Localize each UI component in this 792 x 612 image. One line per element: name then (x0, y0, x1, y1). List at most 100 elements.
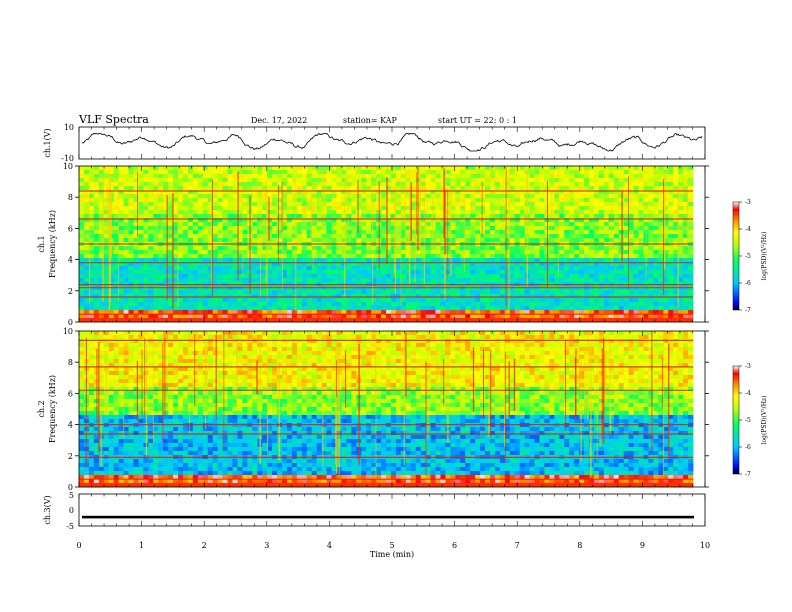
spectrogram-cell (628, 226, 634, 231)
spectrogram-cell (544, 166, 550, 171)
spectrogram-cell (658, 250, 664, 255)
spectrogram-cell (678, 186, 684, 191)
spectrogram-cell (227, 238, 233, 243)
spectrogram-cell (440, 202, 446, 207)
spectrogram-cell (410, 250, 417, 255)
spectrogram-cell (351, 198, 357, 203)
spectrogram-cell (212, 222, 219, 227)
spectrogram-cell (514, 214, 521, 219)
spectrogram-cell (529, 178, 535, 183)
spectrogram-cell (286, 298, 293, 303)
spectrogram-cell (460, 306, 466, 311)
spectrogram-cell (494, 310, 501, 315)
spectrogram-cell (207, 194, 214, 199)
spectrogram-cell (589, 266, 595, 271)
spectrogram-cell (445, 310, 451, 315)
spectrogram-cell (277, 314, 283, 319)
spectrogram-cell (509, 310, 516, 315)
spectrogram-cell (212, 198, 219, 203)
spectrogram-cell (475, 222, 481, 227)
spectrogram-cell (267, 170, 273, 175)
spectrogram-cell (222, 306, 228, 311)
spectrogram-cell (658, 206, 664, 211)
spectrogram-cell (598, 290, 605, 295)
spectrogram-cell (252, 218, 258, 223)
spectrogram-cell (217, 226, 223, 231)
spectrogram-cell (361, 302, 367, 307)
spectrogram-cell (356, 302, 362, 307)
spectrogram-cell (331, 234, 337, 239)
spectrogram-cell (138, 190, 144, 195)
spectrogram-cell (678, 218, 684, 223)
spectrogram-cell (386, 314, 392, 319)
spectrogram-cell (361, 206, 367, 211)
spectrogram-cell (371, 310, 377, 315)
spectrogram-cell (658, 174, 664, 179)
spectrogram-cell (559, 314, 565, 319)
spectrogram-cell (455, 222, 461, 227)
spectrogram-cell (217, 206, 223, 211)
spectrogram-cell (212, 262, 219, 267)
spectrogram-cell (277, 194, 283, 199)
spectrogram-cell (371, 266, 377, 271)
spectrogram-cell (410, 230, 417, 235)
spectrogram-cell (430, 310, 436, 315)
spectrogram-cell (153, 310, 159, 315)
spectrogram-cell (688, 310, 694, 315)
spectrogram-cell (623, 230, 630, 235)
spectrogram-cell (316, 186, 323, 191)
spectrogram-cell (88, 246, 95, 251)
spectrogram-cell (450, 178, 456, 183)
spectrogram-cell (346, 258, 352, 263)
spectrogram-cell (148, 174, 154, 179)
spectrogram-cell (346, 218, 352, 223)
spectrogram-cell (143, 314, 149, 319)
spectrogram-cell (489, 202, 496, 207)
spectrogram-cell (291, 310, 298, 315)
spectrogram-cell (598, 166, 605, 171)
spectrogram-cell (267, 246, 273, 251)
spectrogram-cell (282, 298, 288, 303)
spectrogram-cell (138, 234, 144, 239)
spectrogram-cell (356, 230, 362, 235)
spectrogram-cell (267, 194, 273, 199)
spectrogram-cell (212, 306, 219, 311)
spectrogram-cell (648, 254, 654, 259)
spectrogram-cell (603, 246, 610, 251)
spectrogram-cell (420, 190, 427, 195)
spectrogram-cell (440, 294, 446, 299)
spectrogram-cell (321, 202, 327, 207)
spectrogram-cell (455, 198, 461, 203)
spectrogram-cell (519, 166, 526, 171)
spectrogram-cell (638, 274, 644, 279)
spectrogram-cell (301, 178, 308, 183)
spectrogram-cell (227, 314, 233, 319)
spectrogram-cell (455, 166, 461, 171)
spectrogram-cell (178, 182, 184, 187)
spectrogram-cell (564, 250, 570, 255)
spectrogram-cell (197, 238, 204, 243)
spectrogram-cell (633, 246, 639, 251)
spectrogram-cell (539, 186, 545, 191)
spectrogram-cell (430, 202, 436, 207)
spectrogram-cell (341, 250, 347, 255)
spectrogram-cell (301, 190, 308, 195)
spectrogram-cell (267, 186, 273, 191)
spectrogram-cell (653, 302, 659, 307)
spectrogram-cell (648, 206, 654, 211)
spectrogram-cell (222, 190, 228, 195)
spectrogram-cell (178, 314, 184, 319)
spectrogram-cell (534, 218, 540, 223)
spectrogram-cell (613, 186, 620, 191)
spectrogram-cell (574, 214, 580, 219)
spectrogram-cell (395, 178, 402, 183)
spectrogram-cell (564, 310, 570, 315)
spectrogram-cell (98, 306, 105, 311)
spectrogram-cell (187, 270, 194, 275)
spectrogram-cell (653, 218, 659, 223)
spectrogram-cell (336, 258, 342, 263)
spectrogram-cell (331, 166, 337, 171)
spectrogram-cell (435, 258, 441, 263)
spectrogram-cell (108, 178, 115, 183)
spectrogram-cell (366, 230, 372, 235)
